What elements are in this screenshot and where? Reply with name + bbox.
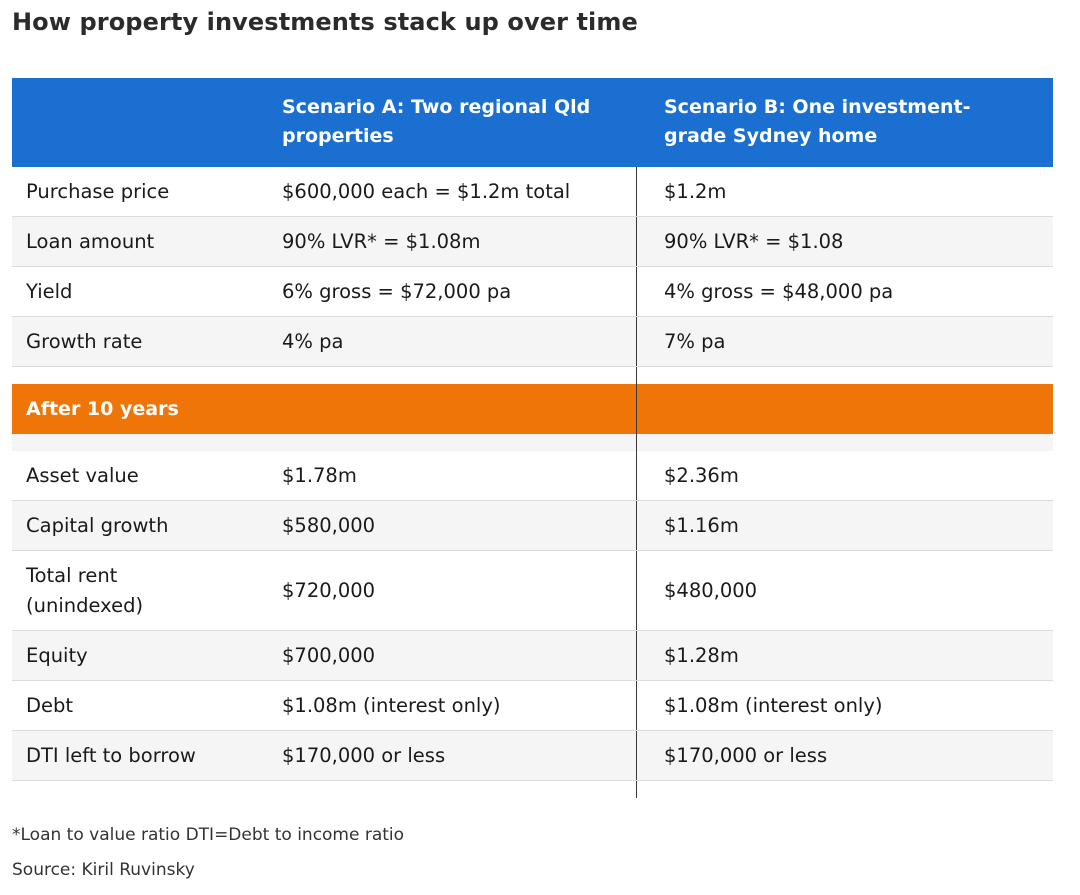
row-label: Purchase price <box>26 179 170 203</box>
column-divider <box>636 267 637 316</box>
column-divider <box>636 451 637 500</box>
cell-scenario-b: 4% gross = $48,000 pa <box>664 279 894 303</box>
row-label: Total rent (unindexed) <box>26 551 166 630</box>
table-row: Debt $1.08m (interest only) $1.08m (inte… <box>12 681 1053 731</box>
row-label-text: Total rent (unindexed) <box>26 563 144 617</box>
footnote: *Loan to value ratio DTI=Debt to income … <box>12 825 405 845</box>
column-divider <box>636 781 637 798</box>
cell-scenario-a: $580,000 <box>282 513 376 537</box>
cell-scenario-a: 6% gross = $72,000 pa <box>282 279 512 303</box>
table-row: Loan amount 90% LVR* = $1.08m 90% LVR* =… <box>12 217 1053 267</box>
table-row: Yield 6% gross = $72,000 pa 4% gross = $… <box>12 267 1053 317</box>
column-divider <box>636 631 637 680</box>
cell-scenario-a: 4% pa <box>282 329 344 353</box>
cell-scenario-a: 90% LVR* = $1.08m <box>282 229 481 253</box>
column-divider <box>636 167 637 216</box>
cell-scenario-a: $170,000 or less <box>282 743 446 767</box>
row-label: Equity <box>26 643 88 667</box>
cell-scenario-b: 90% LVR* = $1.08 <box>664 229 844 253</box>
cell-scenario-b: $1.08m (interest only) <box>664 693 883 717</box>
column-divider <box>636 681 637 730</box>
table-row: Growth rate 4% pa 7% pa <box>12 317 1053 367</box>
chart-title: How property investments stack up over t… <box>12 8 638 36</box>
cell-scenario-b: $480,000 <box>664 578 758 602</box>
cell-scenario-b: $170,000 or less <box>664 743 828 767</box>
table-row: Equity $700,000 $1.28m <box>12 631 1053 681</box>
row-label: Asset value <box>26 463 139 487</box>
spacer-row <box>12 367 1053 384</box>
table-row: Total rent (unindexed) $720,000 $480,000 <box>12 551 1053 631</box>
row-label: Loan amount <box>26 229 155 253</box>
table-header: Scenario A: Two regional Qld properties … <box>12 78 1053 167</box>
header-scenario-b: Scenario B: One investment-grade Sydney … <box>664 96 971 147</box>
row-label: Debt <box>26 693 74 717</box>
cell-scenario-b: $2.36m <box>664 463 739 487</box>
section-band: After 10 years <box>12 384 1053 434</box>
row-label: Growth rate <box>26 329 143 353</box>
section-label: After 10 years <box>26 398 179 420</box>
column-divider <box>636 317 637 366</box>
cell-scenario-b: $1.28m <box>664 643 739 667</box>
cell-scenario-b: $1.2m <box>664 179 727 203</box>
cell-scenario-a: $700,000 <box>282 643 376 667</box>
cell-scenario-a: $600,000 each = $1.2m total <box>282 179 571 203</box>
column-divider <box>636 731 637 780</box>
cell-scenario-b: 7% pa <box>664 329 726 353</box>
cell-scenario-a: $720,000 <box>282 578 376 602</box>
header-scenario-a: Scenario A: Two regional Qld properties <box>282 96 591 147</box>
row-label: Capital growth <box>26 513 169 537</box>
cell-scenario-a: $1.78m <box>282 463 357 487</box>
row-label: DTI left to borrow <box>26 743 196 767</box>
table-row: Capital growth $580,000 $1.16m <box>12 501 1053 551</box>
source-note: Source: Kiril Ruvinsky <box>12 860 195 880</box>
cell-scenario-b: $1.16m <box>664 513 739 537</box>
column-divider <box>636 367 637 384</box>
column-divider <box>636 434 637 451</box>
column-divider <box>636 217 637 266</box>
table-row: Purchase price $600,000 each = $1.2m tot… <box>12 167 1053 217</box>
column-divider <box>636 384 637 434</box>
table-row: Asset value $1.78m $2.36m <box>12 451 1053 501</box>
column-divider <box>636 501 637 550</box>
comparison-table: Scenario A: Two regional Qld properties … <box>12 78 1053 798</box>
spacer-row <box>12 781 1053 798</box>
column-divider <box>636 551 637 630</box>
row-label: Yield <box>26 279 73 303</box>
table-row: DTI left to borrow $170,000 or less $170… <box>12 731 1053 781</box>
cell-scenario-a: $1.08m (interest only) <box>282 693 501 717</box>
spacer-row <box>12 434 1053 451</box>
